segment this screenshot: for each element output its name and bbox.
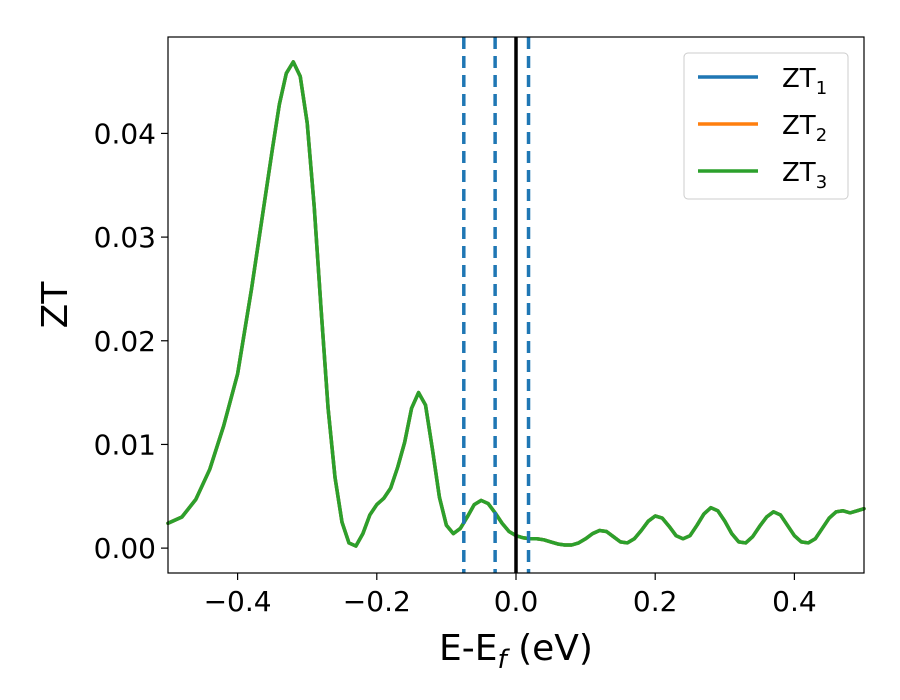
legend-box — [683, 52, 849, 200]
x-tick-label: −0.4 — [204, 585, 272, 618]
x-tick-label: −0.2 — [343, 585, 411, 618]
x-tick-label: 0.0 — [494, 585, 539, 618]
y-axis-title: ZT — [35, 281, 76, 329]
x-axis-title-unit: (eV) — [507, 628, 593, 669]
y-tick-label: 0.01 — [94, 428, 156, 461]
y-tick-label: 0.03 — [94, 221, 156, 254]
y-tick-label: 0.00 — [94, 532, 156, 565]
x-tick-label: 0.2 — [633, 585, 678, 618]
y-axis-ticks: 0.00 0.01 0.02 0.03 0.04 — [94, 117, 168, 565]
y-tick-label: 0.04 — [94, 117, 156, 150]
reference-lines — [462, 37, 531, 573]
legend-label-2: ZT2 — [782, 111, 827, 146]
legend-items: ZT1 ZT2 ZT3 — [698, 64, 827, 193]
plot-area — [166, 36, 866, 574]
y-tick-label: 0.02 — [94, 325, 156, 358]
x-axis-title-main: E-E — [439, 628, 497, 669]
series-line-3 — [166, 60, 866, 548]
x-axis-title: E-Ef (eV) — [439, 628, 593, 675]
x-axis-ticks: −0.4 −0.2 0.0 0.2 0.4 — [204, 573, 817, 618]
series-lines — [166, 60, 866, 548]
legend-label-1: ZT1 — [782, 64, 827, 99]
legend: ZT1 ZT2 ZT3 — [683, 52, 849, 200]
legend-label-3: ZT3 — [782, 158, 827, 193]
x-tick-label: 0.4 — [772, 585, 817, 618]
